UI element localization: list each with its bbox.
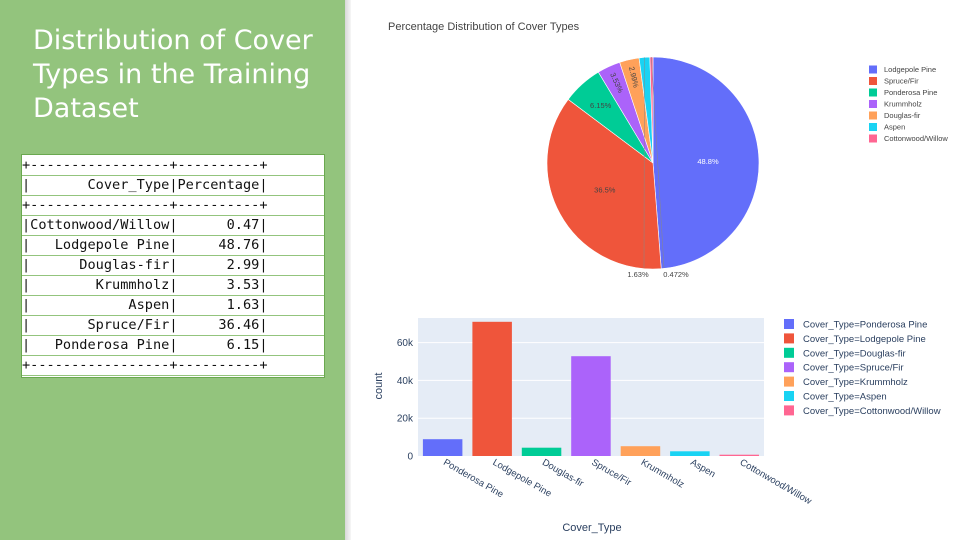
bar[interactable]: [620, 446, 661, 456]
table-line: | Ponderosa Pine| 6.15|: [22, 335, 324, 356]
legend-label[interactable]: Cover_Type=Ponderosa Pine: [803, 320, 927, 331]
pie-slice-label: 0.472%: [663, 270, 689, 279]
legend-label[interactable]: Aspen: [884, 123, 905, 132]
bar[interactable]: [670, 451, 710, 456]
bar[interactable]: [422, 439, 463, 456]
legend-label[interactable]: Cover_Type=Douglas-fir: [803, 348, 906, 359]
legend-swatch[interactable]: [784, 405, 794, 416]
legend-label[interactable]: Cover_Type=Cottonwood/Willow: [803, 406, 941, 417]
x-axis-label: Cover_Type: [562, 522, 621, 534]
pie-slice-label: 6.15%: [590, 101, 612, 110]
legend-label[interactable]: Cover_Type=Krummholz: [803, 377, 908, 388]
pie-chart-title: Percentage Distribution of Cover Types: [388, 21, 580, 33]
legend-label[interactable]: Spruce/Fir: [884, 77, 919, 86]
pie-chart: Percentage Distribution of Cover Types 4…: [388, 21, 948, 279]
legend-label[interactable]: Douglas-fir: [884, 111, 921, 120]
bar[interactable]: [472, 321, 512, 456]
table-line: |Cottonwood/Willow| 0.47|: [22, 215, 324, 236]
legend-swatch[interactable]: [869, 65, 877, 74]
legend-swatch[interactable]: [784, 376, 794, 387]
y-tick-label: 40k: [397, 376, 414, 387]
legend-swatch[interactable]: [784, 391, 794, 401]
panel-divider: [345, 0, 351, 540]
pie-slice-label: 48.8%: [697, 157, 719, 166]
slide-title: Distribution of Cover Types in the Train…: [33, 25, 313, 124]
legend-swatch[interactable]: [784, 362, 794, 373]
x-tick-label: Spruce/Fir: [590, 457, 633, 488]
title-panel: Distribution of Cover Types in the Train…: [0, 0, 345, 540]
table-line: +-----------------+----------+: [22, 195, 324, 216]
y-tick-label: 20k: [397, 414, 414, 425]
cover-type-table: +-----------------+----------+ | Cover_Ty…: [21, 154, 325, 378]
legend-swatch[interactable]: [784, 319, 794, 329]
legend-swatch[interactable]: [784, 333, 794, 344]
x-tick-label: Cottonwood/Willow: [738, 457, 814, 507]
pie-slice-label: 36.5%: [594, 186, 616, 195]
x-tick-label: Aspen: [688, 457, 717, 480]
legend-label[interactable]: Cottonwood/Willow: [884, 134, 948, 143]
table-line: | Spruce/Fir| 36.46|: [22, 315, 324, 336]
legend-swatch[interactable]: [869, 77, 877, 85]
legend-label[interactable]: Lodgepole Pine: [884, 65, 936, 74]
legend-label[interactable]: Cover_Type=Spruce/Fir: [803, 363, 904, 374]
legend-label[interactable]: Cover_Type=Aspen: [803, 392, 887, 403]
table-line: | Douglas-fir| 2.99|: [22, 255, 324, 276]
table-line: +-----------------+----------+: [22, 355, 324, 376]
table-line: | Cover_Type|Percentage|: [22, 175, 324, 196]
pie-slice[interactable]: [652, 56, 760, 270]
table-line: | Aspen| 1.63|: [22, 295, 324, 316]
x-tick-label: Krummholz: [639, 457, 686, 491]
y-tick-label: 60k: [397, 338, 414, 349]
legend-swatch[interactable]: [784, 347, 794, 358]
legend-label[interactable]: Cover_Type=Lodgepole Pine: [803, 334, 926, 345]
legend-swatch[interactable]: [869, 111, 877, 120]
legend-swatch[interactable]: [869, 134, 877, 143]
table-line: +-----------------+----------+: [22, 155, 324, 176]
pie-slice-label: 1.63%: [627, 270, 649, 279]
legend-swatch[interactable]: [869, 88, 877, 97]
table-line: | Lodgepole Pine| 48.76|: [22, 235, 324, 256]
bar[interactable]: [571, 356, 611, 456]
y-axis-label: count: [373, 373, 385, 400]
legend-label[interactable]: Ponderosa Pine: [884, 88, 937, 97]
bar[interactable]: [521, 447, 562, 456]
legend-swatch[interactable]: [869, 123, 877, 131]
x-tick-label: Douglas-fir: [540, 457, 585, 489]
legend-label[interactable]: Krummholz: [884, 100, 922, 109]
y-tick-label: 0: [407, 452, 413, 463]
table-line: | Krummholz| 3.53|: [22, 275, 324, 296]
bar[interactable]: [719, 454, 760, 456]
pie-slice[interactable]: [546, 98, 662, 270]
legend-swatch[interactable]: [869, 100, 877, 108]
pie-label-connector: [651, 56, 665, 269]
